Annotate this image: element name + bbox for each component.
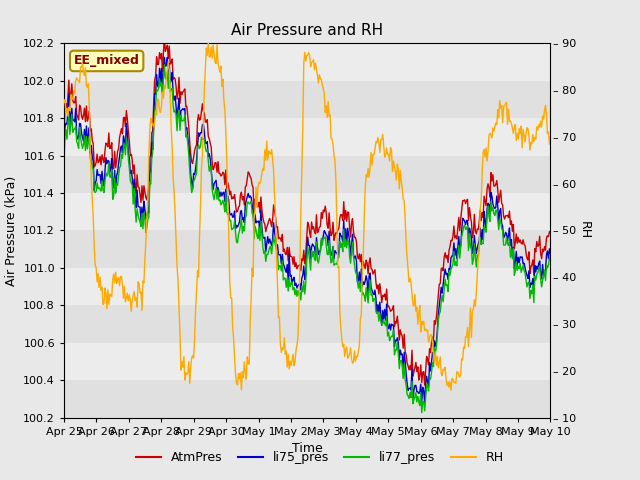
Legend: AtmPres, li75_pres, li77_pres, RH: AtmPres, li75_pres, li77_pres, RH xyxy=(131,446,509,469)
Bar xyxy=(64,156,550,193)
Bar xyxy=(64,118,550,156)
Bar xyxy=(64,343,550,380)
X-axis label: Time: Time xyxy=(292,442,323,455)
Text: EE_mixed: EE_mixed xyxy=(74,54,140,67)
Bar xyxy=(64,81,550,118)
Bar xyxy=(64,305,550,343)
Y-axis label: Air Pressure (kPa): Air Pressure (kPa) xyxy=(4,175,17,286)
Y-axis label: RH: RH xyxy=(577,221,590,240)
Bar xyxy=(64,193,550,230)
Bar xyxy=(64,230,550,268)
Title: Air Pressure and RH: Air Pressure and RH xyxy=(231,23,383,38)
Bar xyxy=(64,43,550,81)
Bar xyxy=(64,380,550,418)
Bar xyxy=(64,268,550,305)
